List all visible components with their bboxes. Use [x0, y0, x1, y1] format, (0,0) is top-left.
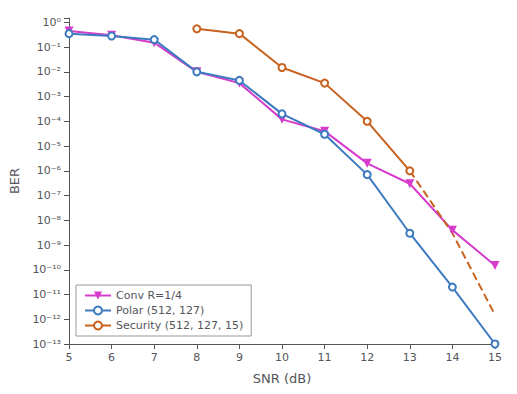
svg-text:6: 6 — [108, 351, 115, 364]
svg-text:13: 13 — [403, 351, 417, 364]
svg-text:Security (512, 127, 15): Security (512, 127, 15) — [116, 319, 243, 332]
svg-text:Polar (512, 127): Polar (512, 127) — [116, 304, 204, 317]
svg-text:SNR (dB): SNR (dB) — [253, 371, 311, 386]
svg-text:BER: BER — [7, 168, 22, 194]
svg-text:10⁻¹¹: 10⁻¹¹ — [32, 288, 61, 301]
svg-text:14: 14 — [445, 351, 459, 364]
svg-text:10⁻⁴: 10⁻⁴ — [37, 115, 62, 128]
svg-text:5: 5 — [66, 351, 73, 364]
svg-text:10⁻³: 10⁻³ — [37, 90, 61, 103]
svg-text:Conv R=1/4: Conv R=1/4 — [116, 289, 182, 302]
svg-text:12: 12 — [360, 351, 374, 364]
svg-text:10⁻⁶: 10⁻⁶ — [37, 164, 62, 177]
svg-text:10⁰: 10⁰ — [43, 16, 62, 29]
svg-text:8: 8 — [193, 351, 200, 364]
svg-text:10⁻⁸: 10⁻⁸ — [37, 214, 62, 227]
svg-text:10: 10 — [275, 351, 289, 364]
svg-text:10⁻⁵: 10⁻⁵ — [37, 140, 61, 153]
svg-text:10⁻¹²: 10⁻¹² — [32, 313, 61, 326]
svg-text:10⁻¹³: 10⁻¹³ — [32, 338, 61, 351]
svg-text:7: 7 — [151, 351, 158, 364]
svg-text:10⁻¹: 10⁻¹ — [37, 41, 61, 54]
svg-text:10⁻⁹: 10⁻⁹ — [37, 239, 61, 252]
svg-text:11: 11 — [318, 351, 332, 364]
svg-text:10⁻⁷: 10⁻⁷ — [37, 189, 61, 202]
svg-text:9: 9 — [236, 351, 243, 364]
svg-text:15: 15 — [488, 351, 502, 364]
svg-text:10⁻¹⁰: 10⁻¹⁰ — [32, 263, 61, 276]
svg-text:10⁻²: 10⁻² — [37, 65, 61, 78]
